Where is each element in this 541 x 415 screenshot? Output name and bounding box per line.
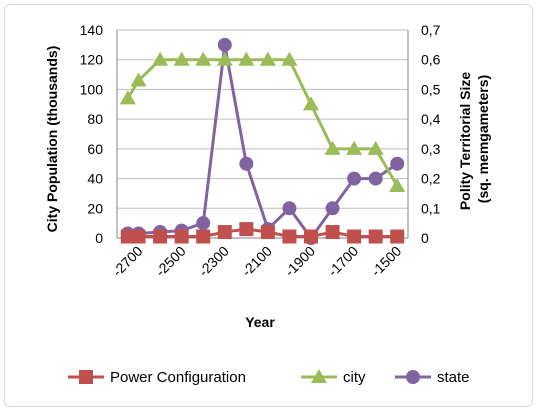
legend-label: Power Configuration (110, 369, 246, 386)
series-layer (119, 37, 406, 245)
data-point (260, 225, 275, 240)
left-tick-label: 100 (80, 81, 104, 97)
left-tick-label: 20 (87, 200, 103, 216)
chart-frame (4, 4, 533, 407)
x-tick-label: -1500 (368, 243, 405, 280)
x-ticks: -2700 -2500 -2300 -2100 -1900 -1700 -1500 (109, 243, 404, 280)
data-point (367, 140, 384, 155)
data-point (368, 229, 383, 244)
series-line (127, 43, 399, 240)
data-point (217, 225, 232, 240)
left-tick-label: 60 (87, 141, 103, 157)
data-point (239, 156, 254, 171)
data-point (153, 229, 168, 244)
data-point (390, 156, 405, 171)
data-point (325, 201, 340, 216)
data-point (389, 177, 406, 193)
data-point (281, 51, 298, 66)
data-point (217, 37, 232, 52)
left-tick-label: 40 (87, 171, 103, 187)
data-point (120, 229, 135, 244)
right-axis-title-line-2: (sq. memgameters) (475, 75, 491, 203)
right-tick-label: 0,2 (421, 171, 441, 187)
data-point (346, 140, 363, 155)
series-state (120, 37, 405, 245)
data-point (302, 96, 320, 111)
data-point (282, 229, 297, 244)
data-point (325, 225, 340, 240)
right-axis-title-line-1: Polity Territorial Size (457, 72, 473, 210)
data-point (304, 229, 318, 244)
right-tick-label: 0,3 (421, 141, 441, 157)
x-tick-label: -1700 (325, 243, 362, 280)
data-point (390, 229, 405, 244)
right-tick-label: 0 (421, 230, 429, 246)
right-tick-label: 0,6 (421, 52, 441, 68)
series-line (126, 58, 399, 187)
legend-item: Power Configuration (68, 369, 246, 386)
data-point (347, 171, 362, 186)
x-tick-label: -2700 (109, 243, 146, 280)
data-point (131, 229, 146, 244)
x-axis-title: Year (245, 314, 275, 330)
data-point (324, 140, 341, 155)
data-point (216, 51, 233, 66)
data-point (196, 216, 211, 231)
left-axis-title: City Population (thousands) (44, 46, 60, 233)
data-point (259, 51, 276, 66)
right-tick-label: 0,5 (421, 81, 441, 97)
left-y-ticks: 0 20 40 60 80 100 120 140 (80, 22, 104, 246)
left-tick-label: 80 (87, 111, 103, 127)
legend-marker (406, 370, 420, 384)
data-point (239, 222, 254, 237)
x-tick-label: -2100 (238, 243, 275, 280)
right-tick-label: 0,1 (421, 200, 441, 216)
x-tick-label: -1900 (281, 243, 318, 280)
data-point (174, 229, 189, 244)
left-tick-label: 140 (80, 22, 104, 38)
legend-marker (79, 370, 93, 384)
legend-item: state (395, 369, 470, 386)
left-tick-label: 120 (80, 52, 104, 68)
data-point (119, 90, 136, 105)
right-tick-label: 0,4 (421, 111, 441, 127)
legend-label: city (343, 369, 366, 386)
data-point (152, 51, 169, 66)
left-tick-label: 0 (95, 230, 103, 246)
legend-label: state (437, 369, 470, 386)
legend: Power Configuration city state (68, 368, 470, 386)
right-tick-label: 0,7 (421, 22, 441, 38)
right-axis-title: Polity Territorial Size (sq. memgameters… (457, 68, 491, 210)
data-point (130, 72, 147, 87)
data-point (173, 51, 190, 66)
right-y-ticks: 0 0,1 0,2 0,3 0,4 0,5 0,6 0,7 (421, 22, 441, 246)
data-point (196, 229, 211, 244)
data-point (195, 51, 212, 66)
legend-marker (310, 368, 328, 384)
data-point (282, 201, 297, 216)
data-point (238, 51, 255, 66)
series-city (119, 51, 406, 193)
x-tick-label: -2300 (195, 243, 232, 280)
legend-item: city (301, 368, 366, 386)
series-power-configuration (120, 222, 405, 244)
data-point (368, 171, 383, 186)
data-point (347, 229, 362, 244)
x-tick-label: -2500 (152, 243, 189, 280)
